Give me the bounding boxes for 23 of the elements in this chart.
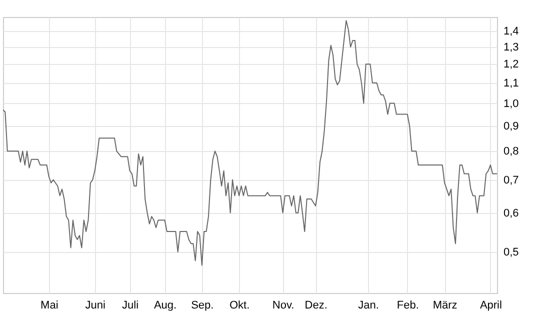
x-tick-label: Jan. (358, 300, 379, 312)
line-series (3, 20, 497, 266)
y-tick-label: 0,7 (504, 174, 519, 186)
x-tick-label: April (480, 300, 502, 312)
x-tick-label: März (432, 300, 458, 312)
y-tick-label: 0,9 (504, 120, 519, 132)
y-tick-label: 1,3 (504, 41, 519, 54)
y-tick-label: 1,1 (504, 77, 519, 90)
x-tick-label: Juli (122, 300, 139, 312)
x-tick-label: Feb. (396, 300, 419, 312)
y-tick-label: 0,6 (504, 207, 519, 220)
x-tick-label: Sep. (191, 300, 214, 312)
x-tick-label: Juni (85, 300, 106, 312)
x-tick-label: Nov. (272, 300, 294, 312)
x-tick-label: Okt. (229, 300, 250, 312)
y-tick-label: 1,2 (504, 58, 519, 71)
y-tick-label: 0,5 (504, 246, 519, 258)
x-tick-label: Mai (40, 300, 58, 312)
y-tick-label: 0,8 (504, 146, 519, 158)
y-tick-label: 1,4 (504, 26, 519, 38)
x-tick-label: Aug. (154, 300, 177, 312)
x-tick-label: Dez. (304, 300, 328, 312)
y-tick-label: 1,0 (504, 98, 519, 110)
